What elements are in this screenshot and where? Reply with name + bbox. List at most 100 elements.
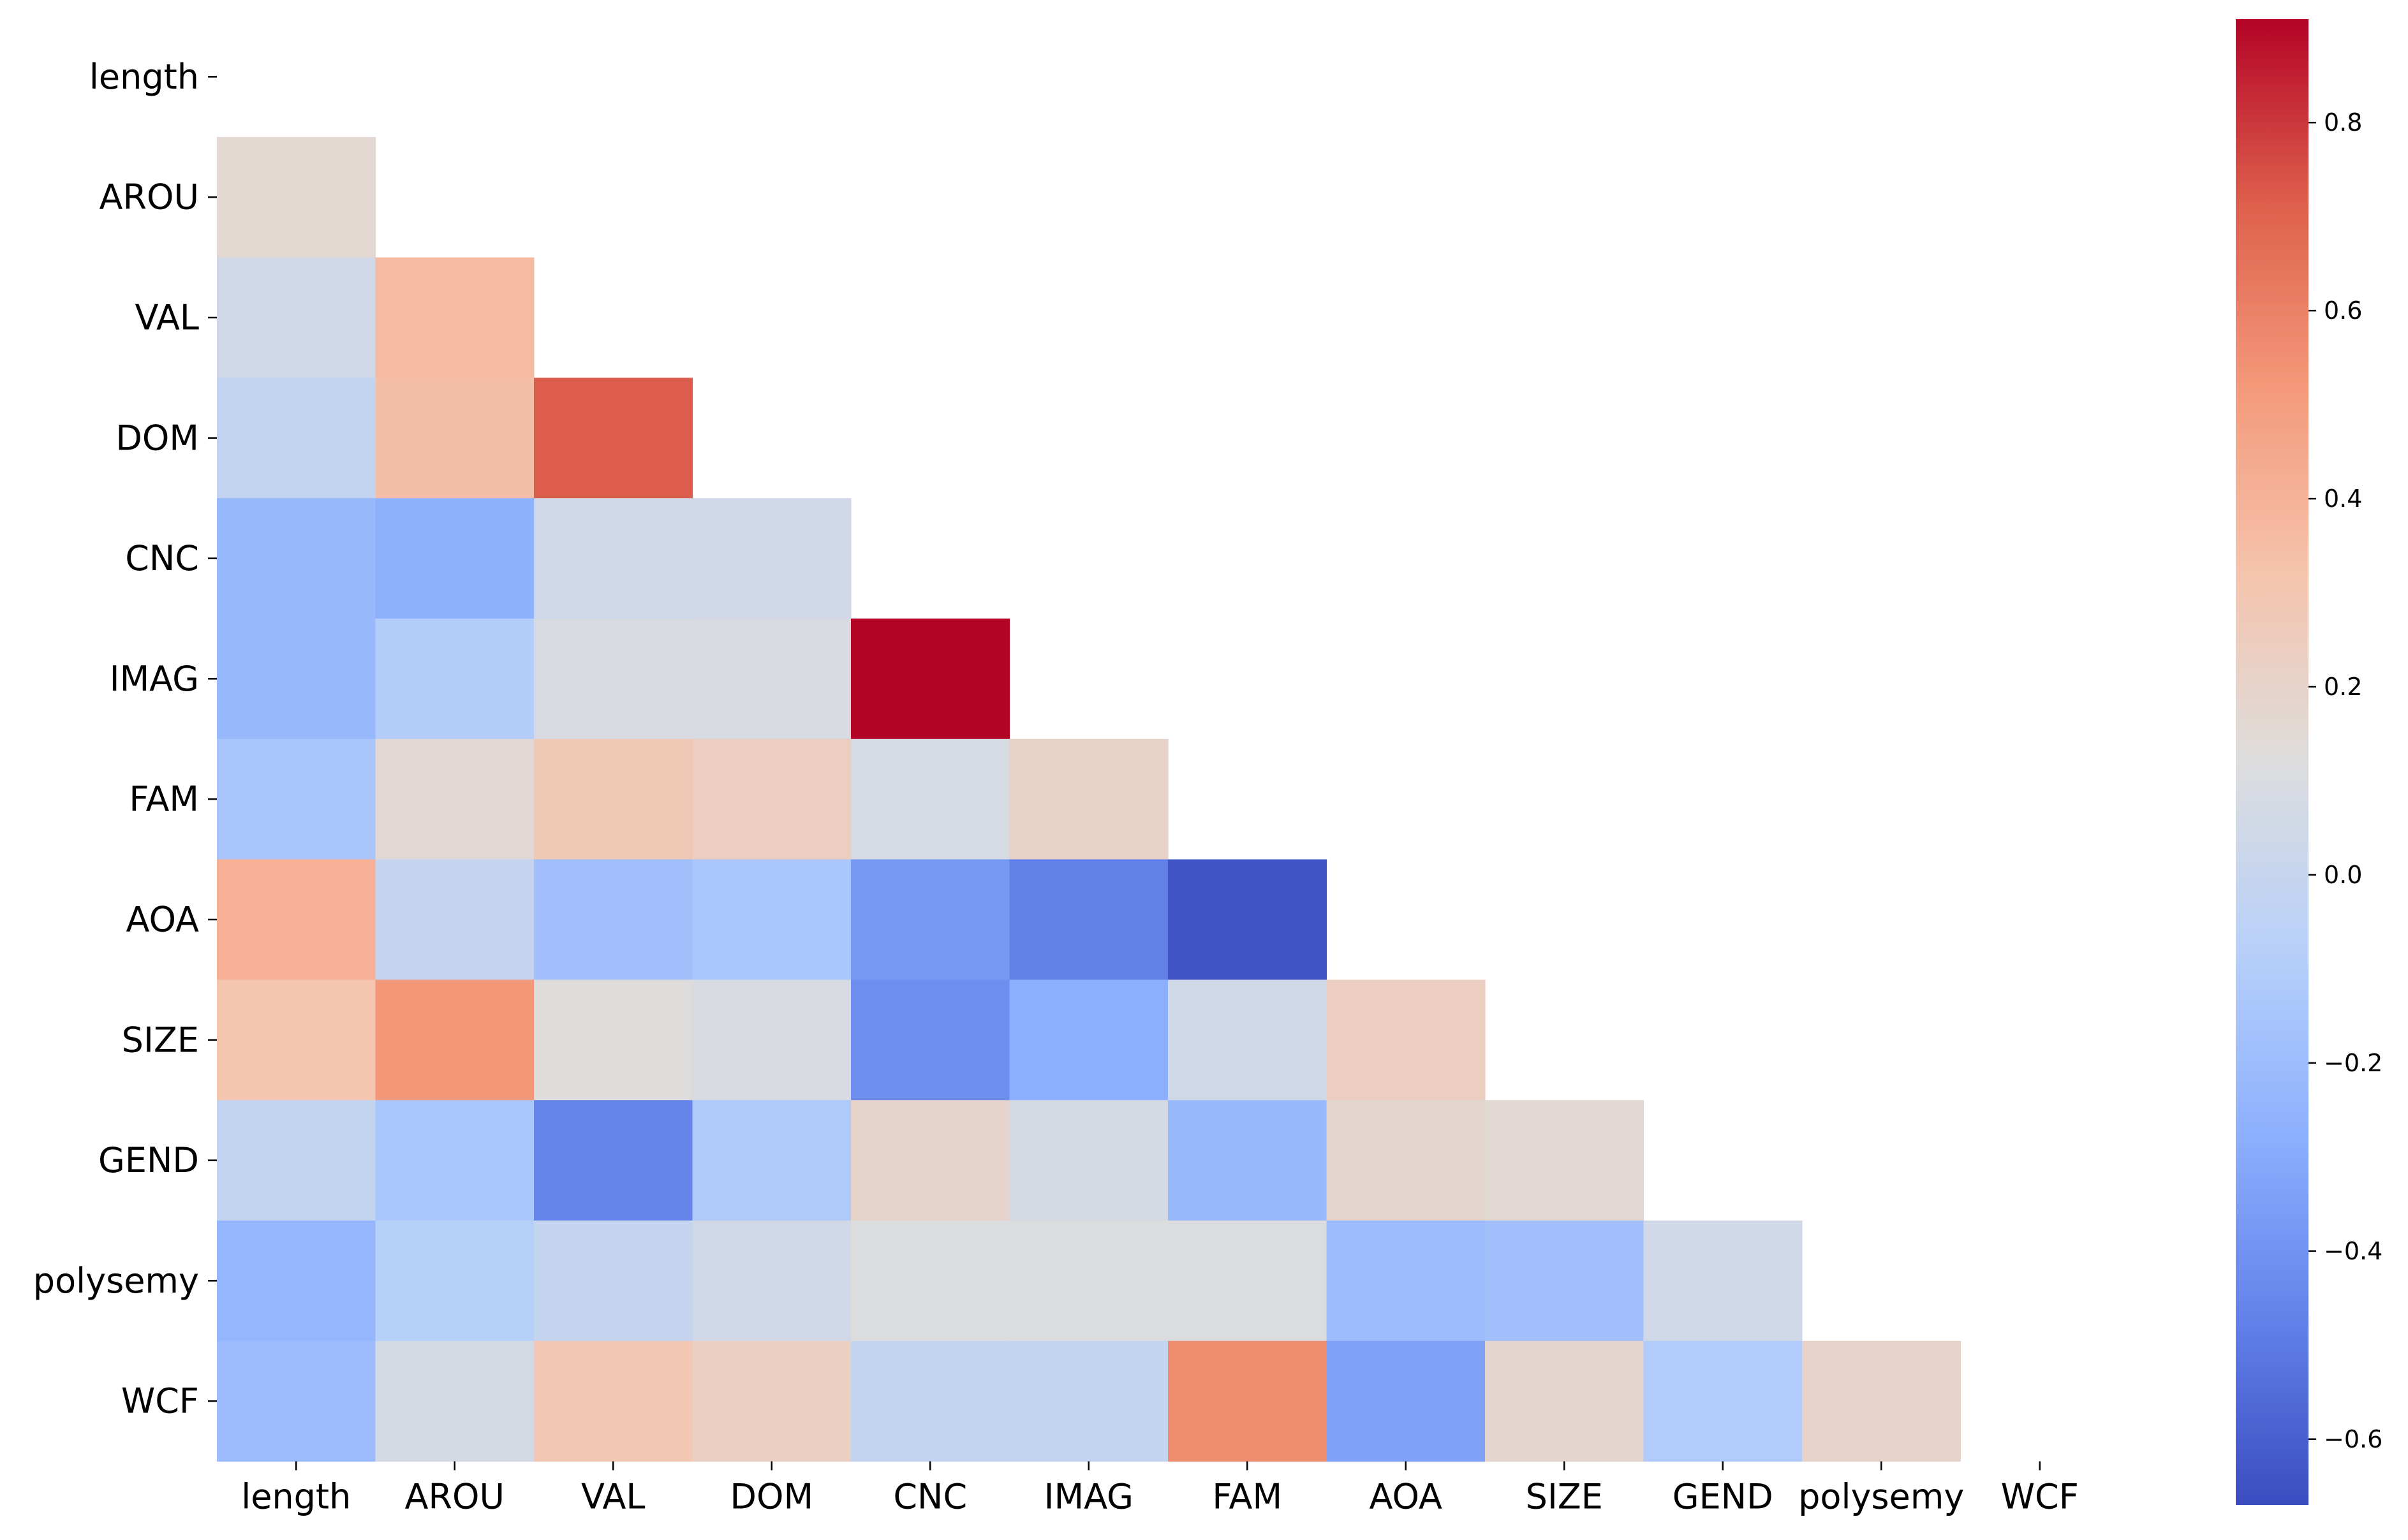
y-axis-tick-labels: length AROU VAL DOM CNC IMAG FAM AOA SIZE GEND pol… bbox=[33, 57, 217, 1421]
heatmap-cell-polysemy-FAM bbox=[1168, 1221, 1327, 1342]
heatmap-cell-FAM-IMAG bbox=[1009, 738, 1169, 860]
x-tick-label: length bbox=[241, 1477, 351, 1517]
heatmap-cell-WCF-AROU bbox=[375, 1340, 535, 1462]
heatmap-cell-GEND-DOM bbox=[692, 1100, 852, 1221]
heatmap-cell-AROU-length bbox=[217, 136, 376, 258]
heatmap-cell-GEND-IMAG bbox=[1009, 1100, 1169, 1221]
heatmap-cell-WCF-DOM bbox=[692, 1340, 852, 1462]
heatmap-cell-DOM-VAL bbox=[534, 378, 693, 499]
heatmap-cell-WCF-length bbox=[217, 1340, 376, 1462]
heatmap-cell-polysemy-AROU bbox=[375, 1221, 535, 1342]
x-tick-label: VAL bbox=[581, 1477, 646, 1517]
heatmap-cell-SIZE-DOM bbox=[692, 979, 852, 1101]
heatmap-cell-WCF-SIZE bbox=[1485, 1340, 1644, 1462]
heatmap-cell-IMAG-AROU bbox=[375, 619, 535, 740]
colorbar-tick-label: 0.0 bbox=[2324, 861, 2362, 889]
heatmap-cell-FAM-AROU bbox=[375, 738, 535, 860]
heatmap-cell-AOA-DOM bbox=[692, 859, 852, 980]
colorbar: 0.8 0.6 0.4 0.2 0.0 −0.2 −0.4 −0.6 bbox=[2236, 19, 2382, 1505]
y-tick-label: WCF bbox=[121, 1381, 199, 1421]
heatmap-cell-polysemy-IMAG bbox=[1009, 1221, 1169, 1342]
heatmap-cell-GEND-VAL bbox=[534, 1100, 693, 1221]
colorbar-tick-label: −0.4 bbox=[2324, 1237, 2382, 1265]
x-tick-label: AROU bbox=[405, 1477, 505, 1517]
y-tick-label: length bbox=[89, 57, 199, 97]
heatmap-cells bbox=[217, 136, 1961, 1462]
heatmap-cell-SIZE-CNC bbox=[851, 979, 1010, 1101]
colorbar-tick-label: −0.2 bbox=[2324, 1049, 2382, 1077]
heatmap-cell-WCF-CNC bbox=[851, 1340, 1010, 1462]
x-tick-label: GEND bbox=[1673, 1477, 1773, 1517]
heatmap-cell-AOA-VAL bbox=[534, 859, 693, 980]
colorbar-tick-label: 0.8 bbox=[2324, 108, 2362, 136]
heatmap-cell-WCF-GEND bbox=[1643, 1340, 1803, 1462]
heatmap-cell-WCF-FAM bbox=[1168, 1340, 1327, 1462]
heatmap-cell-IMAG-length bbox=[217, 619, 376, 740]
heatmap-cell-GEND-SIZE bbox=[1485, 1100, 1644, 1221]
colorbar-tick-label: 0.2 bbox=[2324, 673, 2362, 701]
x-tick-label: WCF bbox=[2001, 1477, 2079, 1517]
heatmap-cell-DOM-length bbox=[217, 378, 376, 499]
heatmap-cell-AOA-AROU bbox=[375, 859, 535, 980]
heatmap-cell-DOM-AROU bbox=[375, 378, 535, 499]
x-tick-label: CNC bbox=[893, 1477, 967, 1517]
x-tick-label: DOM bbox=[730, 1477, 813, 1517]
colorbar-tick-label: −0.6 bbox=[2324, 1425, 2382, 1453]
colorbar-tick-label: 0.6 bbox=[2324, 297, 2362, 325]
heatmap-cell-WCF-VAL bbox=[534, 1340, 693, 1462]
heatmap-cell-polysemy-AOA bbox=[1326, 1221, 1486, 1342]
heatmap-cell-IMAG-VAL bbox=[534, 619, 693, 740]
heatmap-cell-CNC-VAL bbox=[534, 498, 693, 619]
heatmap-cell-FAM-VAL bbox=[534, 738, 693, 860]
heatmap-cell-polysemy-VAL bbox=[534, 1221, 693, 1342]
x-tick-label: AOA bbox=[1370, 1477, 1443, 1517]
x-tick-label: IMAG bbox=[1044, 1477, 1134, 1517]
heatmap-cell-GEND-AROU bbox=[375, 1100, 535, 1221]
heatmap-cell-AOA-length bbox=[217, 859, 376, 980]
y-tick-label: AOA bbox=[126, 900, 200, 940]
y-tick-label: AROU bbox=[100, 177, 200, 217]
colorbar-gradient bbox=[2236, 19, 2308, 1505]
x-tick-label: FAM bbox=[1212, 1477, 1282, 1517]
heatmap-cell-SIZE-VAL bbox=[534, 979, 693, 1101]
heatmap-cell-GEND-length bbox=[217, 1100, 376, 1221]
heatmap-cell-polysemy-DOM bbox=[692, 1221, 852, 1342]
heatmap-cell-polysemy-GEND bbox=[1643, 1221, 1803, 1342]
y-tick-label: polysemy bbox=[33, 1261, 199, 1301]
heatmap-cell-VAL-AROU bbox=[375, 257, 535, 378]
heatmap-cell-polysemy-CNC bbox=[851, 1221, 1010, 1342]
heatmap-cell-GEND-AOA bbox=[1326, 1100, 1486, 1221]
x-tick-label: SIZE bbox=[1526, 1477, 1603, 1517]
heatmap-cell-SIZE-IMAG bbox=[1009, 979, 1169, 1101]
y-tick-label: FAM bbox=[129, 779, 199, 819]
heatmap-cell-IMAG-CNC bbox=[851, 619, 1010, 740]
y-tick-label: IMAG bbox=[110, 659, 199, 699]
heatmap-cell-WCF-AOA bbox=[1326, 1340, 1486, 1462]
heatmap-cell-WCF-IMAG bbox=[1009, 1340, 1169, 1462]
y-tick-label: VAL bbox=[135, 298, 199, 338]
heatmap-cell-CNC-AROU bbox=[375, 498, 535, 619]
colorbar-tick-label: 0.4 bbox=[2324, 485, 2362, 513]
heatmap-cell-VAL-length bbox=[217, 257, 376, 378]
heatmap-cell-AOA-CNC bbox=[851, 859, 1010, 980]
heatmap-cell-IMAG-DOM bbox=[692, 619, 852, 740]
heatmap-cell-CNC-length bbox=[217, 498, 376, 619]
heatmap-cell-AOA-IMAG bbox=[1009, 859, 1169, 980]
y-tick-label: SIZE bbox=[122, 1020, 199, 1060]
heatmap-cell-SIZE-AOA bbox=[1326, 979, 1486, 1101]
heatmap-cell-SIZE-AROU bbox=[375, 979, 535, 1101]
heatmap-cell-FAM-CNC bbox=[851, 738, 1010, 860]
heatmap-cell-CNC-DOM bbox=[692, 498, 852, 619]
y-tick-label: DOM bbox=[115, 418, 199, 458]
heatmap-cell-SIZE-length bbox=[217, 979, 376, 1101]
y-tick-label: GEND bbox=[98, 1140, 199, 1180]
heatmap-cell-GEND-CNC bbox=[851, 1100, 1010, 1221]
heatmap-cell-FAM-length bbox=[217, 738, 376, 860]
y-tick-label: CNC bbox=[125, 538, 199, 578]
heatmap-cell-AOA-FAM bbox=[1168, 859, 1327, 980]
x-tick-label: polysemy bbox=[1798, 1477, 1964, 1517]
heatmap-cell-WCF-polysemy bbox=[1802, 1340, 1961, 1462]
heatmap-cell-polysemy-SIZE bbox=[1485, 1221, 1644, 1342]
